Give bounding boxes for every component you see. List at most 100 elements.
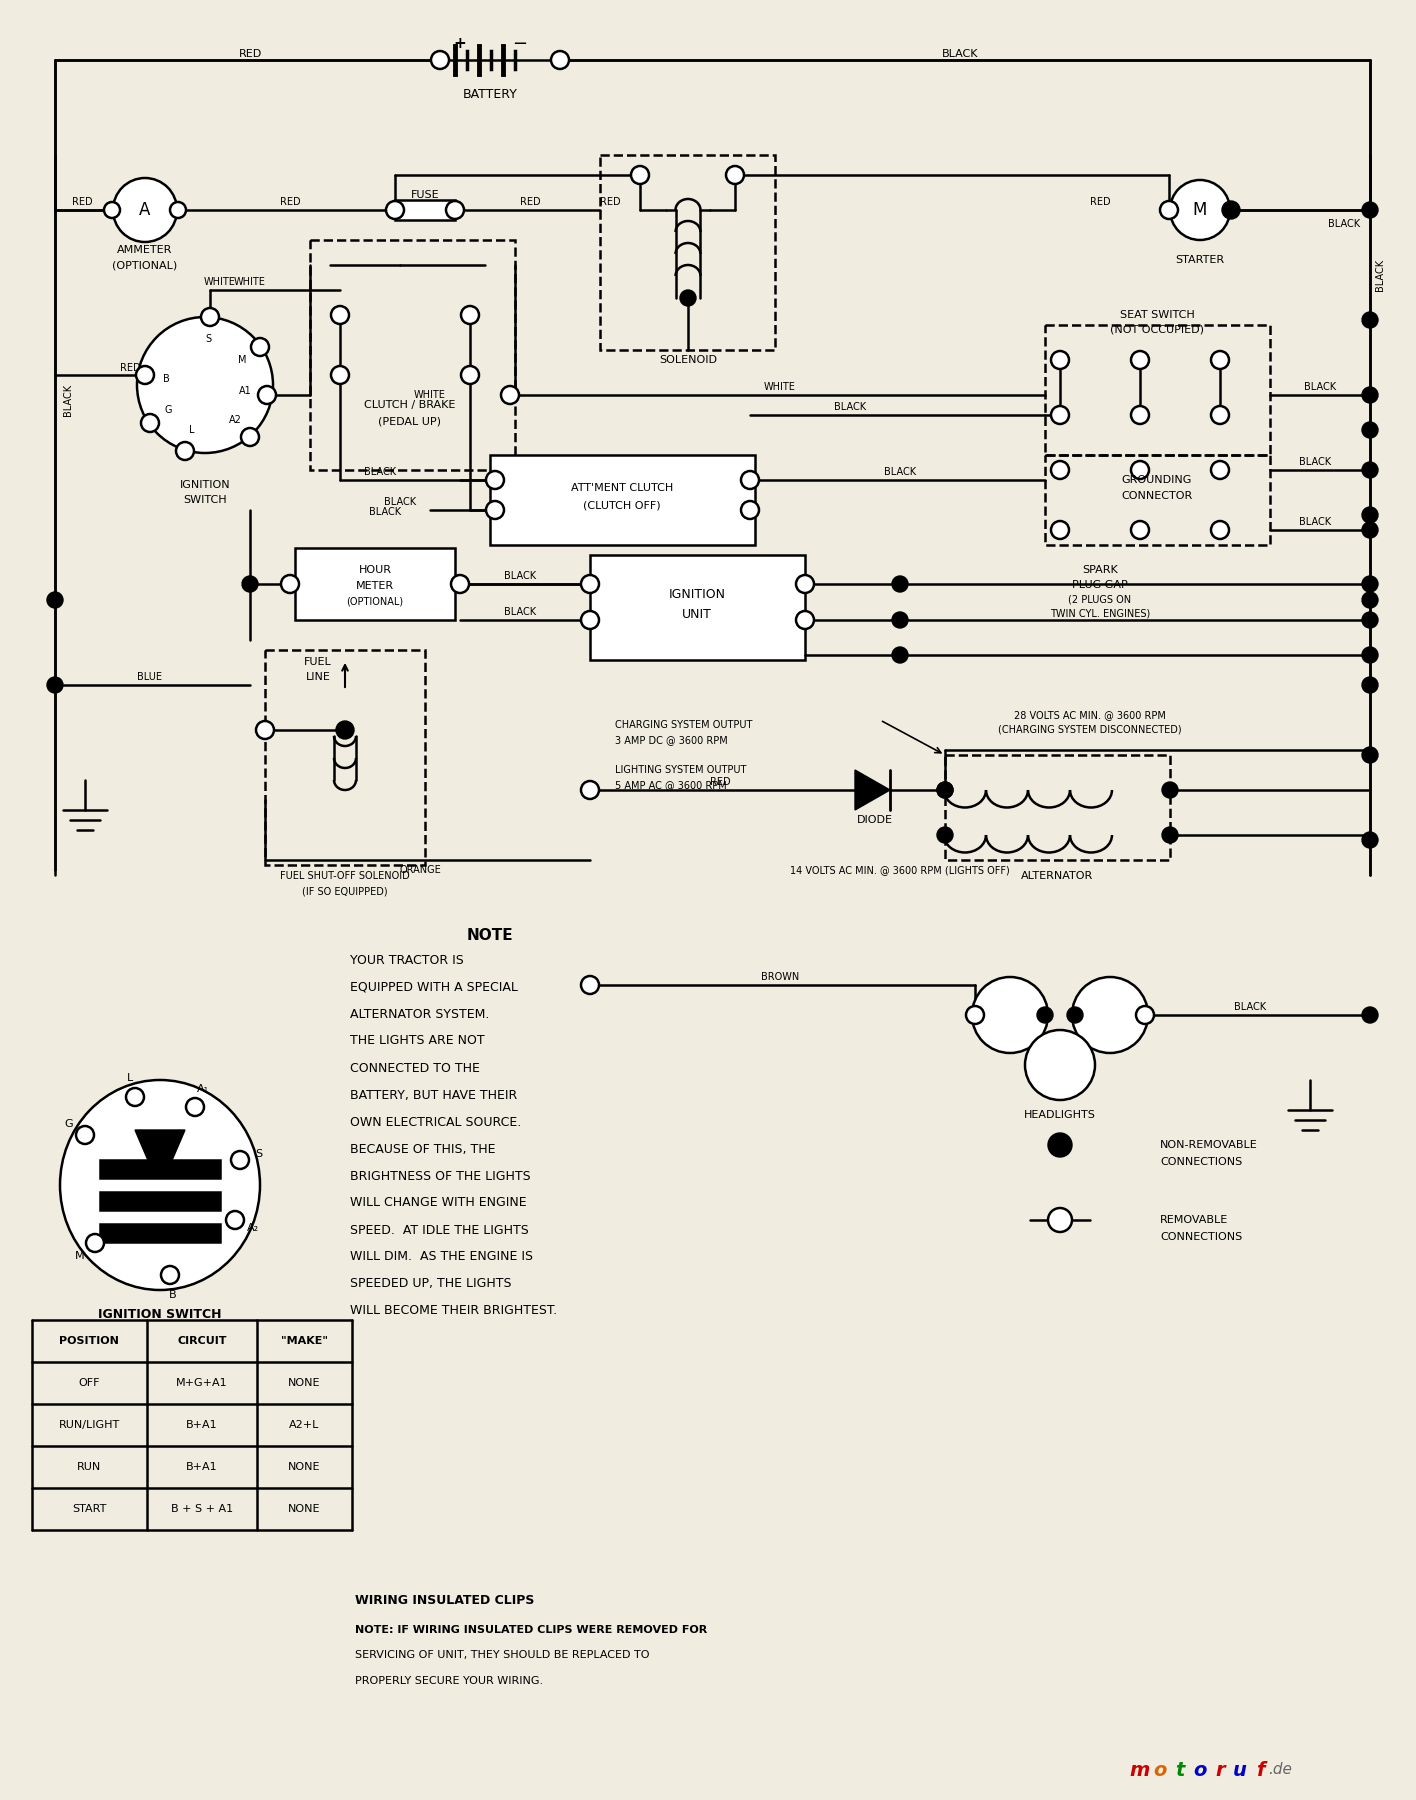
Text: NON-REMOVABLE: NON-REMOVABLE [1160,1139,1257,1150]
Text: IGNITION: IGNITION [668,589,725,601]
Text: UNIT: UNIT [683,608,712,621]
Text: BECAUSE OF THIS, THE: BECAUSE OF THIS, THE [350,1143,496,1156]
Text: CIRCUIT: CIRCUIT [177,1336,227,1346]
Text: A₁: A₁ [197,1084,210,1094]
Text: L: L [188,425,194,436]
Text: LIGHTING SYSTEM OUTPUT: LIGHTING SYSTEM OUTPUT [615,765,746,776]
Text: WILL BECOME THEIR BRIGHTEST.: WILL BECOME THEIR BRIGHTEST. [350,1305,556,1318]
Bar [310,239,515,470]
Text: BRIGHTNESS OF THE LIGHTS: BRIGHTNESS OF THE LIGHTS [350,1170,531,1183]
Circle shape [892,612,908,628]
Text: SPEED.  AT IDLE THE LIGHTS: SPEED. AT IDLE THE LIGHTS [350,1224,528,1237]
Bar [490,455,755,545]
Circle shape [1362,832,1378,848]
Text: M: M [238,355,246,365]
Text: 14 VOLTS AC MIN. @ 3600 RPM (LIGHTS OFF): 14 VOLTS AC MIN. @ 3600 RPM (LIGHTS OFF) [790,866,1010,875]
Circle shape [1051,351,1069,369]
Text: BLACK: BLACK [504,571,537,581]
Text: SPARK: SPARK [1082,565,1117,574]
Text: A1: A1 [239,387,252,396]
Text: BLACK: BLACK [1298,517,1331,527]
Text: NOTE: IF WIRING INSULATED CLIPS WERE REMOVED FOR: NOTE: IF WIRING INSULATED CLIPS WERE REM… [355,1625,707,1634]
Circle shape [726,166,743,184]
Text: CONNECTIONS: CONNECTIONS [1160,1231,1242,1242]
Text: REMOVABLE: REMOVABLE [1160,1215,1228,1226]
Circle shape [1362,508,1378,524]
Text: START: START [72,1505,106,1514]
Circle shape [892,646,908,662]
Text: SPEEDED UP, THE LIGHTS: SPEEDED UP, THE LIGHTS [350,1278,511,1291]
Text: WHITE: WHITE [204,277,236,286]
Text: HEADLIGHTS: HEADLIGHTS [1024,1111,1096,1120]
Circle shape [1222,202,1240,220]
Text: S: S [255,1148,262,1159]
Text: THE LIGHTS ARE NOT: THE LIGHTS ARE NOT [350,1035,484,1048]
Text: NOTE: NOTE [467,927,514,943]
Text: ATT'MENT CLUTCH: ATT'MENT CLUTCH [571,482,673,493]
Circle shape [1362,576,1378,592]
Text: BLACK: BLACK [384,497,416,508]
Polygon shape [135,1130,185,1165]
Text: CONNECTOR: CONNECTOR [1121,491,1192,500]
Circle shape [937,826,953,842]
Text: BLACK: BLACK [1298,457,1331,466]
Text: RUN/LIGHT: RUN/LIGHT [58,1420,119,1429]
Text: CONNECTIONS: CONNECTIONS [1160,1157,1242,1166]
Circle shape [1163,826,1178,842]
Text: t: t [1175,1760,1185,1780]
Text: ORANGE: ORANGE [399,866,440,875]
Circle shape [462,365,479,383]
Text: f: f [1256,1760,1264,1780]
Text: EQUIPPED WITH A SPECIAL: EQUIPPED WITH A SPECIAL [350,981,518,994]
Circle shape [1163,781,1178,797]
Circle shape [113,178,177,241]
Text: .de: .de [1269,1762,1291,1778]
Text: A2: A2 [229,416,242,425]
Text: METER: METER [355,581,394,590]
Text: +: + [453,36,466,52]
Circle shape [971,977,1048,1053]
Circle shape [1025,1030,1095,1100]
Text: BLACK: BLACK [370,508,401,517]
Text: NONE: NONE [287,1379,320,1388]
Circle shape [176,443,194,461]
Circle shape [251,338,269,356]
Text: −: − [513,34,528,52]
Circle shape [581,574,599,592]
Text: BLACK: BLACK [1328,220,1359,229]
Circle shape [486,472,504,490]
Circle shape [256,722,275,740]
Circle shape [1362,202,1378,218]
Text: WHITE: WHITE [413,391,446,400]
Ellipse shape [59,1080,261,1291]
Text: BLACK: BLACK [364,466,396,477]
Text: NONE: NONE [287,1462,320,1472]
Text: WHITE: WHITE [765,382,796,392]
Text: FUEL SHUT-OFF SOLENOID: FUEL SHUT-OFF SOLENOID [280,871,409,880]
Circle shape [462,306,479,324]
Bar [590,554,806,661]
Circle shape [258,385,276,403]
Circle shape [1211,351,1229,369]
Text: BLACK: BLACK [1304,382,1337,392]
Text: 3 AMP DC @ 3600 RPM: 3 AMP DC @ 3600 RPM [615,734,728,745]
Text: BLACK: BLACK [1233,1003,1266,1012]
Circle shape [1362,747,1378,763]
Bar [944,754,1170,860]
Circle shape [1362,387,1378,403]
Text: OFF: OFF [78,1379,99,1388]
Text: RED: RED [600,196,620,207]
Circle shape [486,500,504,518]
Circle shape [1362,311,1378,328]
Circle shape [126,1087,144,1105]
Text: G: G [64,1120,72,1129]
Circle shape [966,1006,984,1024]
Text: o: o [1153,1760,1167,1780]
Bar [1045,326,1270,455]
Circle shape [796,574,814,592]
Circle shape [170,202,185,218]
Circle shape [241,428,259,446]
Text: CONNECTED TO THE: CONNECTED TO THE [350,1062,480,1075]
Text: SWITCH: SWITCH [183,495,227,506]
Text: ALTERNATOR: ALTERNATOR [1021,871,1093,880]
